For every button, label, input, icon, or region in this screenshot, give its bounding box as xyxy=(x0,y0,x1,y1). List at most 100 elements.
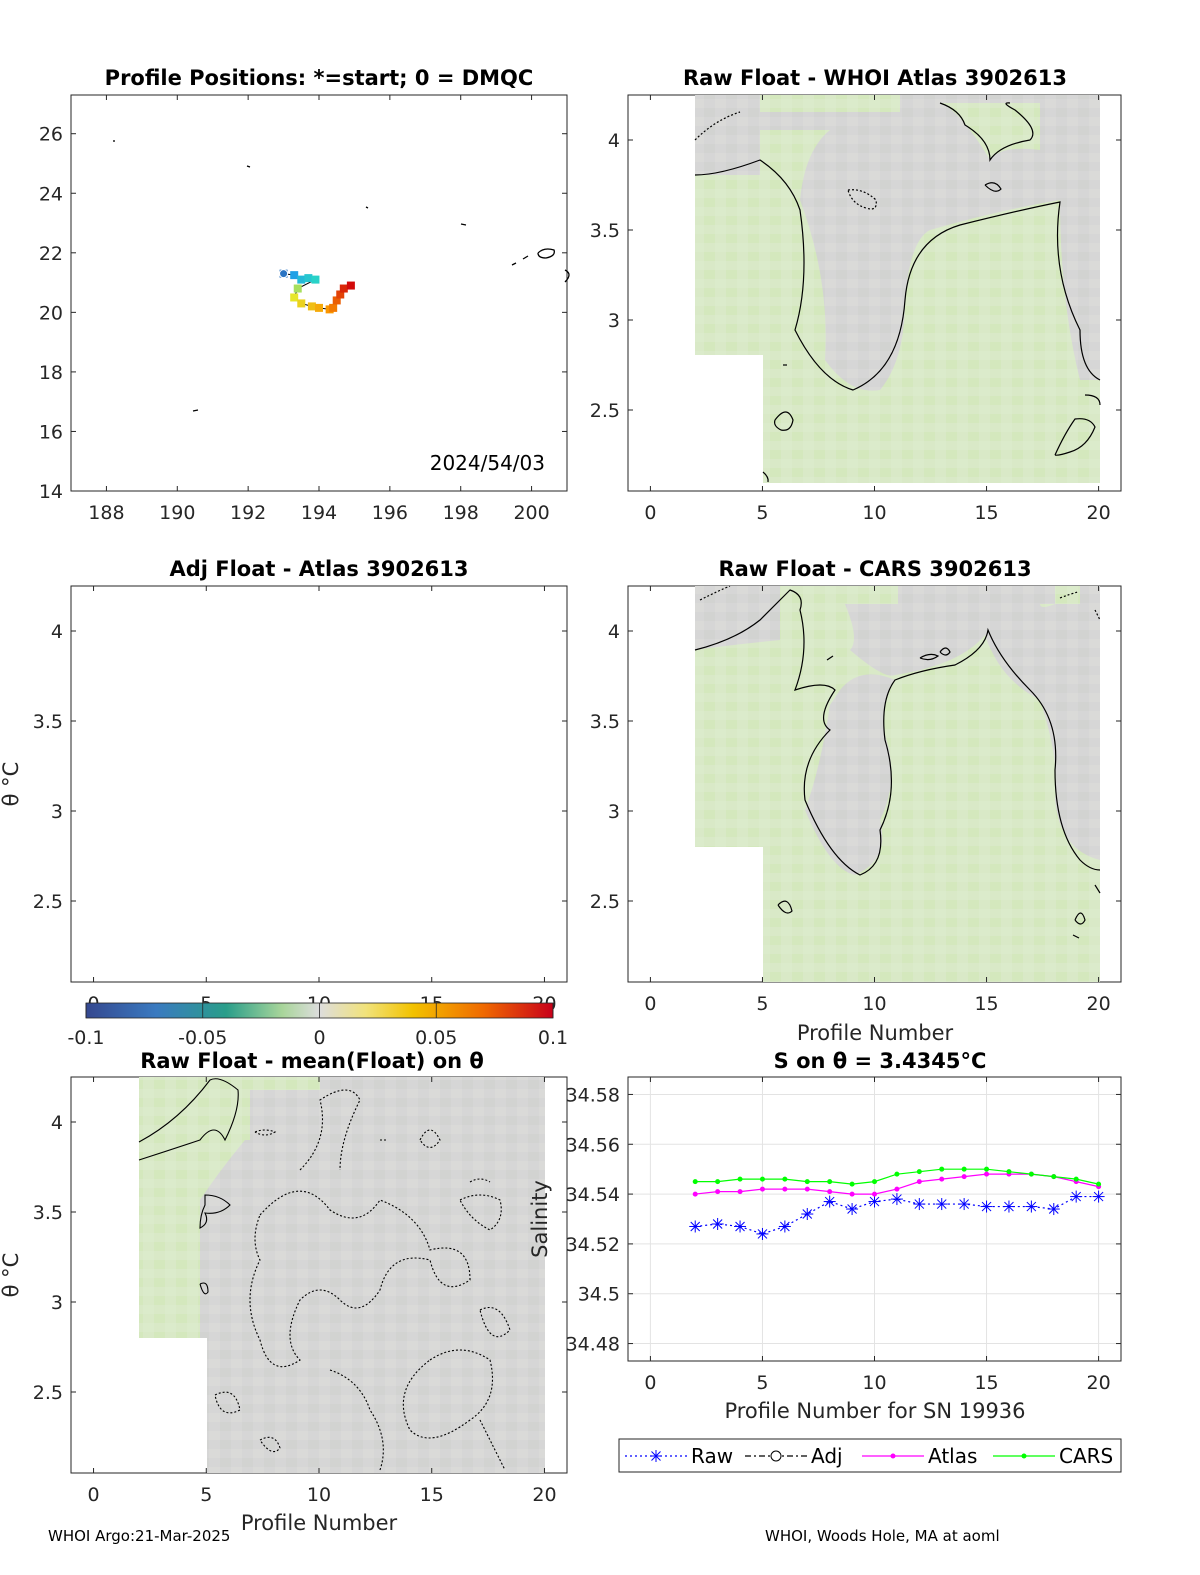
salinity-panel: S on θ = 3.4345°C 0 5 10 15 20 34.48 34.5 34.5… xyxy=(528,1049,1122,1473)
x-tick-label: 0 xyxy=(644,1372,656,1394)
y-tick-label: 16 xyxy=(39,421,63,443)
profile-position-marker xyxy=(290,293,299,302)
x-tick-label: 196 xyxy=(372,502,408,524)
y-tick-label: 24 xyxy=(39,183,63,205)
atlas-point xyxy=(984,1171,990,1177)
mean-panel: Raw Float - mean(Float) on θ xyxy=(0,1049,568,1535)
cars-point xyxy=(916,1169,922,1175)
raw-point-stroke xyxy=(847,1204,857,1214)
y-tick-label: 34.5 xyxy=(578,1284,620,1306)
y-tick-label: 3 xyxy=(51,1292,63,1314)
y-tick-label: 34.52 xyxy=(566,1234,620,1256)
profile-position-marker xyxy=(297,299,306,308)
colorbar-tick-label: 0 xyxy=(313,1027,325,1049)
legend-marker xyxy=(651,1451,661,1461)
atlas-title: Raw Float - WHOI Atlas 3902613 xyxy=(683,66,1067,90)
x-tick-label: 5 xyxy=(756,993,768,1015)
raw-point xyxy=(1002,1200,1015,1213)
adj-title: Adj Float - Atlas 3902613 xyxy=(169,557,468,581)
raw-point xyxy=(1025,1200,1038,1213)
x-tick-label: 20 xyxy=(1086,993,1110,1015)
raw-point xyxy=(778,1220,791,1233)
raw-point-stroke xyxy=(1026,1201,1037,1212)
positions-x-ticks: 188 190 192 194 196 198 200 xyxy=(88,95,550,524)
raw-point-stroke xyxy=(1048,1204,1059,1214)
mean-x-ticks: 0 5 10 15 20 xyxy=(87,1077,557,1506)
profile-position-marker xyxy=(293,284,302,293)
positions-date: 2024/54/03 xyxy=(430,451,545,475)
legend-label: Adj xyxy=(811,1444,843,1468)
y-tick-label: 3.5 xyxy=(590,220,620,242)
raw-point-stroke xyxy=(690,1221,701,1232)
float-track xyxy=(279,269,355,314)
adj-ylabel: θ °C xyxy=(0,762,23,807)
coastline xyxy=(113,140,570,412)
x-tick-label: 188 xyxy=(88,502,124,524)
salinity-legend: Raw Adj Atlas CARS xyxy=(618,1438,1122,1473)
y-tick-label: 2.5 xyxy=(33,1382,63,1404)
cars-point xyxy=(849,1181,855,1187)
y-tick-label: 18 xyxy=(39,362,63,384)
mean-ylabel: θ °C xyxy=(0,1253,23,1298)
footer-left: WHOI Argo:21-Mar-2025 xyxy=(48,1527,230,1545)
x-tick-label: 10 xyxy=(862,993,886,1015)
raw-point-stroke xyxy=(914,1199,925,1209)
atlas-point xyxy=(737,1189,743,1195)
raw-point-stroke xyxy=(712,1219,723,1229)
y-tick-label: 2.5 xyxy=(590,891,620,913)
cars-point xyxy=(692,1179,698,1185)
raw-point xyxy=(913,1198,926,1211)
y-tick-label: 2.5 xyxy=(590,400,620,422)
profile-position-marker xyxy=(332,296,341,305)
start-marker xyxy=(279,269,289,279)
colorbar-tick-label: -0.05 xyxy=(178,1027,227,1049)
salinity-x-ticks: 0 5 10 15 20 xyxy=(644,1077,1111,1394)
raw-point-stroke xyxy=(959,1199,969,1209)
atlas-point xyxy=(715,1189,721,1195)
cars-point xyxy=(1028,1171,1034,1177)
adj-y-ticks: 2.5 3 3.5 4 xyxy=(33,621,567,913)
atlas-y-ticks: 2.5 3 3.5 4 xyxy=(590,130,1121,422)
y-tick-label: 3 xyxy=(608,310,620,332)
y-tick-label: 34.58 xyxy=(566,1084,620,1106)
atlas-point xyxy=(782,1186,788,1192)
profile-position-marker xyxy=(311,275,320,284)
colorbar: -0.1 -0.05 0 0.05 0.1 xyxy=(67,1002,568,1049)
cars-point xyxy=(984,1166,990,1172)
raw-point-stroke xyxy=(981,1201,992,1212)
atlas-point xyxy=(894,1186,900,1192)
cars-point xyxy=(715,1179,721,1185)
x-tick-label: 200 xyxy=(513,502,549,524)
cars-point xyxy=(1073,1176,1079,1182)
x-tick-label: 20 xyxy=(1086,1372,1110,1394)
atlas-point xyxy=(849,1191,855,1197)
raw-point xyxy=(958,1198,971,1211)
colorbar-tick-label: 0.05 xyxy=(415,1027,457,1049)
colorbar-tick-label: -0.1 xyxy=(67,1027,104,1049)
y-tick-label: 4 xyxy=(51,1112,63,1134)
raw-point-stroke xyxy=(824,1196,835,1207)
mean-field xyxy=(139,1077,545,1473)
atlas-point xyxy=(827,1189,833,1195)
profile-position-marker xyxy=(304,274,313,283)
y-tick-label: 3.5 xyxy=(33,711,63,733)
profile-position-marker xyxy=(307,302,316,311)
y-tick-label: 34.56 xyxy=(566,1134,620,1156)
adj-axes xyxy=(70,585,568,983)
colorbar-tick-label: 0.1 xyxy=(538,1027,568,1049)
raw-point-stroke xyxy=(869,1196,880,1207)
cars-point xyxy=(737,1176,743,1182)
positions-title: Profile Positions: *=start; 0 = DMQC xyxy=(105,66,534,90)
atlas-x-ticks: 0 5 10 15 20 xyxy=(644,95,1111,524)
positions-axes xyxy=(70,94,568,492)
atlas-field xyxy=(695,95,1100,483)
x-tick-label: 15 xyxy=(974,1372,998,1394)
mean-y-ticks: 2.5 3 3.5 4 xyxy=(33,1112,567,1404)
legend-marker xyxy=(770,1450,782,1462)
cars-y-ticks: 2.5 3 3.5 4 xyxy=(590,621,1121,913)
cars-point xyxy=(827,1179,833,1185)
x-tick-label: 5 xyxy=(756,502,768,524)
x-tick-label: 15 xyxy=(420,1484,444,1506)
